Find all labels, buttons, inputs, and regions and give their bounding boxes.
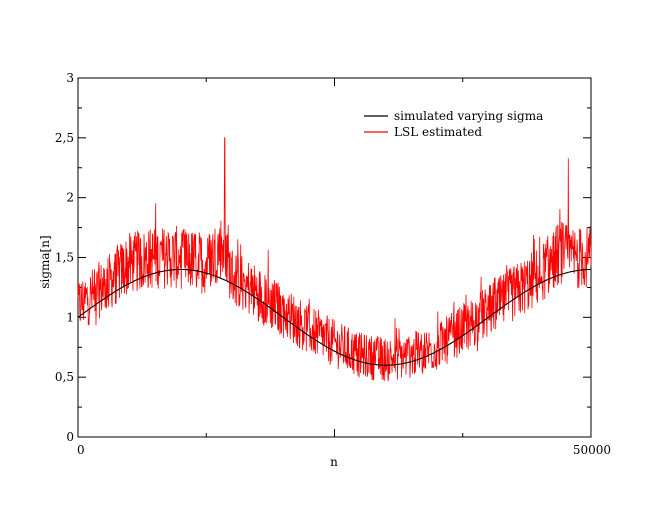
- series-layer: [77, 137, 592, 382]
- series-line-lsl-estimated: [77, 137, 592, 382]
- legend-label-lsl: LSL estimated: [394, 125, 482, 139]
- y-tick-label: 1,5: [55, 251, 74, 265]
- series-line-simulated-sigma: [77, 268, 591, 366]
- legend: simulated varying sigma LSL estimated: [364, 109, 543, 139]
- x-tick-label: 0: [77, 443, 85, 457]
- y-tick-label: 0,5: [55, 370, 74, 384]
- y-tick-label: 2,5: [55, 131, 74, 145]
- y-tick-label: 2: [66, 191, 74, 205]
- y-tick-label: 1: [66, 310, 74, 324]
- legend-label-simulated: simulated varying sigma: [394, 109, 543, 123]
- y-tick-label: 0: [66, 430, 74, 444]
- x-axis-title: n: [330, 455, 338, 469]
- y-axis-ticks: 0 0,5 1 1,5 2 2,5 3: [55, 71, 591, 444]
- y-tick-label: 3: [66, 71, 74, 85]
- y-axis-title: sigma[n]: [38, 235, 52, 288]
- x-tick-label: 50000: [573, 443, 611, 457]
- x-axis-ticks: 0 50000: [77, 78, 611, 457]
